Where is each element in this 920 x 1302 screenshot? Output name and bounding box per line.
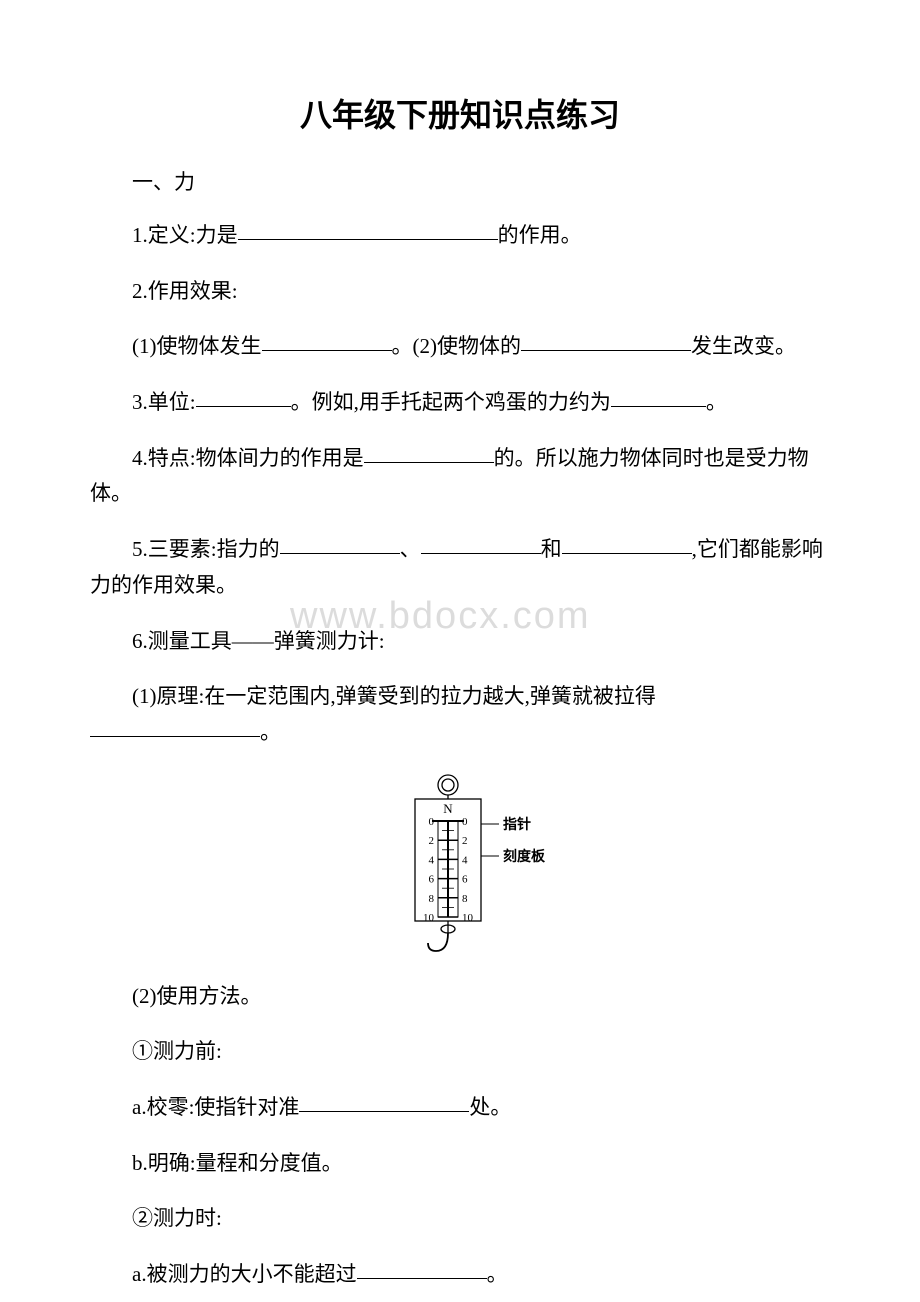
text: (1)使物体发生: [132, 334, 262, 358]
item-1: 1.定义:力是 的作用。: [90, 218, 830, 254]
item-6-2-2: ②测力时:: [90, 1201, 830, 1237]
text: 。: [487, 1262, 508, 1286]
text: 。: [706, 390, 727, 414]
text: 。(2)使物体的: [392, 334, 522, 358]
page-title: 八年级下册知识点练习: [90, 90, 830, 136]
text: a.校零:使指针对准: [132, 1095, 299, 1119]
svg-text:刻度板: 刻度板: [503, 848, 546, 865]
svg-text:2: 2: [429, 835, 435, 847]
item-3: 3.单位: 。例如,用手托起两个鸡蛋的力约为 。: [90, 385, 830, 421]
document-content: 八年级下册知识点练习 一、力 1.定义:力是 的作用。 2.作用效果: (1)使物…: [90, 90, 830, 1293]
svg-text:4: 4: [462, 854, 468, 866]
blank: [421, 533, 541, 554]
blank: [262, 330, 392, 351]
blank: [90, 716, 260, 737]
blank: [280, 533, 400, 554]
text: 3.单位:: [132, 390, 196, 414]
text: 和: [541, 537, 562, 561]
text: 4.特点:物体间力的作用是: [132, 446, 364, 470]
text: 的作用。: [498, 223, 582, 247]
item-6-2-1: ①测力前:: [90, 1034, 830, 1070]
svg-text:8: 8: [429, 892, 435, 904]
svg-text:2: 2: [462, 835, 468, 847]
item-2-sub: (1)使物体发生 。(2)使物体的 发生改变。: [90, 329, 830, 365]
item-6: 6.测量工具——弹簧测力计:: [90, 624, 830, 660]
text: 处。: [469, 1095, 511, 1119]
text: 1.定义:力是: [132, 223, 238, 247]
svg-text:10: 10: [423, 912, 435, 924]
text: 。例如,用手托起两个鸡蛋的力约为: [291, 390, 611, 414]
item-2: 2.作用效果:: [90, 274, 830, 310]
text: 5.三要素:指力的: [132, 537, 280, 561]
text: 、: [400, 537, 421, 561]
spring-scale-diagram: N00224466881010指针刻度板: [90, 771, 830, 971]
blank: [299, 1091, 469, 1112]
text: a.被测力的大小不能超过: [132, 1262, 357, 1286]
blank: [562, 533, 692, 554]
text: 。: [260, 720, 281, 744]
blank: [357, 1258, 487, 1279]
svg-text:6: 6: [462, 873, 468, 885]
svg-text:N: N: [443, 801, 453, 816]
item-6-2: (2)使用方法。: [90, 979, 830, 1015]
item-6-1: (1)原理:在一定范围内,弹簧受到的拉力越大,弹簧就被拉得 。: [90, 679, 830, 750]
blank: [238, 219, 498, 240]
blank: [364, 442, 494, 463]
item-6-2-1b: b.明确:量程和分度值。: [90, 1146, 830, 1182]
svg-text:8: 8: [462, 892, 468, 904]
item-6-2-2a: a.被测力的大小不能超过 。: [90, 1257, 830, 1293]
item-5: 5.三要素:指力的、和,它们都能影响力的作用效果。: [90, 532, 830, 603]
text: 发生改变。: [691, 334, 796, 358]
svg-text:指针: 指针: [503, 816, 531, 833]
svg-text:10: 10: [462, 912, 474, 924]
blank: [611, 386, 706, 407]
item-6-2-1a: a.校零:使指针对准 处。: [90, 1090, 830, 1126]
text: (1)原理:在一定范围内,弹簧受到的拉力越大,弹簧就被拉得: [132, 684, 656, 708]
svg-text:4: 4: [429, 854, 435, 866]
svg-text:6: 6: [429, 873, 435, 885]
item-4: 4.特点:物体间力的作用是的。所以施力物体同时也是受力物体。: [90, 441, 830, 512]
section-header: 一、力: [90, 166, 830, 196]
diagram-svg: N00224466881010指针刻度板: [360, 771, 560, 966]
blank: [521, 330, 691, 351]
blank: [196, 386, 291, 407]
